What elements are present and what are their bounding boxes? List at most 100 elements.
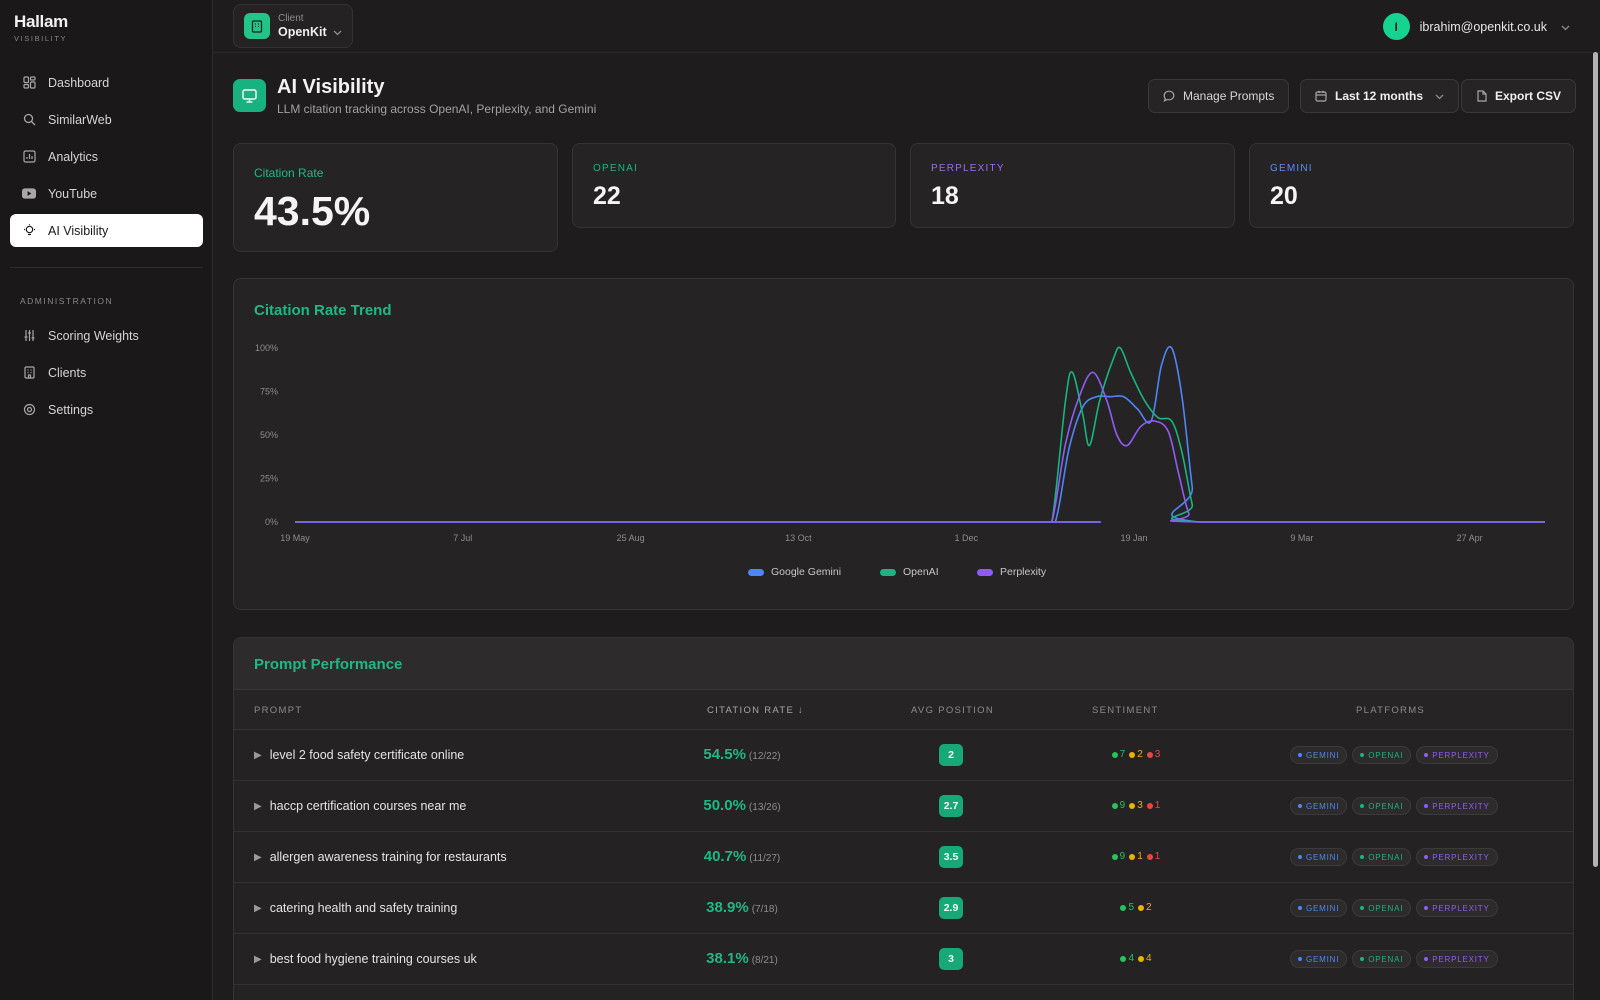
- avg-position-badge: 2.9: [939, 897, 963, 919]
- row-expand-toggle[interactable]: ▶ haccp certification courses near me: [254, 799, 466, 813]
- openai-card: OPENAI 22: [572, 143, 896, 228]
- platform-chip: PERPLEXITY: [1416, 899, 1498, 917]
- legend-item-gemini[interactable]: Google Gemini: [748, 566, 841, 578]
- caret-right-icon: ▶: [254, 800, 262, 812]
- sidebar-item-label: SimilarWeb: [48, 112, 112, 127]
- row-expand-toggle[interactable]: ▶ allergen awareness training for restaur…: [254, 850, 507, 864]
- platforms-cell: GEMINI OPENAI PERPLEXITY: [1290, 797, 1503, 815]
- x-tick-label: 19 Jan: [1121, 533, 1148, 543]
- sentiment-positive: 9: [1111, 800, 1125, 811]
- series-line-gemini: [294, 345, 1546, 523]
- sidebar-item-clients[interactable]: Clients: [10, 356, 203, 389]
- x-tick-label: 9 Mar: [1290, 533, 1313, 543]
- legend-label: OpenAI: [903, 566, 939, 578]
- page-subtitle: LLM citation tracking across OpenAI, Per…: [277, 102, 597, 116]
- citation-rate-card: Citation Rate 43.5%: [233, 143, 558, 252]
- sidebar-item-label: Dashboard: [48, 75, 110, 90]
- caret-right-icon: ▶: [254, 749, 262, 761]
- row-expand-toggle[interactable]: ▶ catering health and safety training: [254, 901, 457, 915]
- y-tick-label: 75%: [260, 387, 278, 397]
- sentiment-positive: 4: [1120, 953, 1134, 964]
- monitor-icon: [233, 79, 266, 112]
- sidebar-item-dashboard[interactable]: Dashboard: [10, 66, 203, 99]
- platform-chip: PERPLEXITY: [1416, 848, 1498, 866]
- row-expand-toggle[interactable]: ▶ level 2 food safety certificate online: [254, 748, 464, 762]
- platform-chip: GEMINI: [1290, 899, 1348, 917]
- avatar: I: [1382, 13, 1410, 40]
- building-icon: [22, 366, 36, 380]
- x-tick-label: 7 Jul: [453, 533, 472, 543]
- gemini-value: 20: [1270, 182, 1298, 210]
- page-title: AI Visibility: [277, 76, 385, 98]
- sentiment-negative: 1: [1146, 851, 1160, 862]
- legend-item-perplexity[interactable]: Perplexity: [977, 566, 1046, 578]
- legend-label: Perplexity: [1000, 566, 1047, 578]
- y-tick-label: 100%: [255, 343, 278, 353]
- row-expand-toggle[interactable]: ▶ best food hygiene training courses uk: [254, 952, 477, 966]
- manage-prompts-button[interactable]: Manage Prompts: [1148, 79, 1290, 113]
- brand-logo[interactable]: Hallam VISIBILITY: [14, 12, 68, 43]
- citation-rate-value: 43.5%: [254, 188, 371, 234]
- brand-name: Hallam: [14, 12, 68, 31]
- legend-swatch: [880, 568, 896, 576]
- platforms-cell: GEMINI OPENAI PERPLEXITY: [1290, 848, 1503, 866]
- column-header-sentiment[interactable]: SENTIMENT: [1092, 705, 1159, 716]
- series-line-perplexity: [294, 371, 1546, 523]
- sidebar-item-similarweb[interactable]: SimilarWeb: [10, 103, 203, 136]
- sidebar-item-scoring-weights[interactable]: Scoring Weights: [10, 319, 203, 352]
- x-tick-label: 13 Oct: [785, 533, 812, 543]
- column-header-citation-rate[interactable]: CITATION RATE ↓: [707, 705, 805, 716]
- client-value: OpenKit: [278, 25, 327, 39]
- platforms-cell: GEMINI OPENAI PERPLEXITY: [1290, 746, 1503, 764]
- table-row[interactable]: ▶ allergen awareness training for restaur…: [234, 832, 1573, 883]
- citation-rate-cell: 38.1% (8/21): [706, 950, 778, 967]
- citation-rate-cell: 50.0% (13/26): [703, 797, 781, 814]
- table-row[interactable]: ▶ level 2 food safety certificate online 5…: [234, 730, 1573, 781]
- sidebar-item-label: Clients: [48, 365, 87, 380]
- main-nav: Dashboard SimilarWeb Analytics YouTube A…: [10, 66, 203, 251]
- export-csv-button[interactable]: Export CSV: [1461, 79, 1577, 113]
- sentiment-positive: 9: [1111, 851, 1125, 862]
- table-row[interactable]: ▶ best food hygiene training courses uk 38…: [234, 934, 1573, 985]
- prompt-text: allergen awareness training for restaura…: [269, 850, 507, 864]
- table-head: PROMPT CITATION RATE ↓ AVG POSITION SENT…: [234, 690, 1573, 730]
- perplexity-card: PERPLEXITY 18: [910, 143, 1235, 228]
- sidebar-item-settings[interactable]: Settings: [10, 393, 203, 426]
- table-title: Prompt Performance: [254, 656, 403, 673]
- platforms-cell: GEMINI OPENAI PERPLEXITY: [1290, 950, 1503, 968]
- avg-position-badge: 2: [939, 744, 963, 766]
- citation-rate-cell: 38.9% (7/18): [706, 899, 778, 916]
- platform-chip: OPENAI: [1352, 950, 1412, 968]
- caret-right-icon: ▶: [254, 902, 262, 914]
- lightbulb-icon: [22, 224, 36, 238]
- column-header-prompt[interactable]: PROMPT: [254, 705, 303, 716]
- sidebar-item-label: Settings: [48, 402, 94, 417]
- admin-nav: Scoring Weights Clients Settings: [10, 319, 203, 430]
- column-header-platforms[interactable]: PLATFORMS: [1356, 705, 1426, 716]
- date-range-select[interactable]: Last 12 months: [1300, 79, 1460, 113]
- table-row[interactable]: ▶ haccp certification courses near me 50.0…: [234, 781, 1573, 832]
- page-scrollbar[interactable]: [1593, 52, 1598, 867]
- citation-rate-cell: 40.7% (11/27): [703, 848, 781, 865]
- series-line-openai: [294, 346, 1546, 523]
- table-row[interactable]: ▶ catering health and safety training 38.9…: [234, 883, 1573, 934]
- sidebar-item-youtube[interactable]: YouTube: [10, 177, 203, 210]
- legend-swatch: [748, 568, 764, 576]
- sentiment-positive: 7: [1111, 749, 1125, 760]
- sidebar-item-ai-visibility[interactable]: AI Visibility: [10, 214, 203, 247]
- sidebar-item-analytics[interactable]: Analytics: [10, 140, 203, 173]
- citation-rate-label: Citation Rate: [254, 166, 324, 180]
- gemini-card: GEMINI 20: [1249, 143, 1574, 228]
- export-csv-label: Export CSV: [1495, 89, 1562, 103]
- platform-chip: GEMINI: [1290, 848, 1348, 866]
- x-tick-label: 19 May: [280, 533, 310, 543]
- column-header-avg-position[interactable]: AVG POSITION: [911, 705, 994, 716]
- legend-item-openai[interactable]: OpenAI: [880, 566, 939, 578]
- avg-position-badge: 3.5: [939, 846, 963, 868]
- gear-icon: [22, 403, 36, 417]
- top-bar: Client OpenKit I ibrahim@openkit.co.uk: [213, 0, 1600, 53]
- client-selector[interactable]: Client OpenKit: [233, 4, 353, 48]
- user-menu[interactable]: I ibrahim@openkit.co.uk: [1382, 13, 1570, 40]
